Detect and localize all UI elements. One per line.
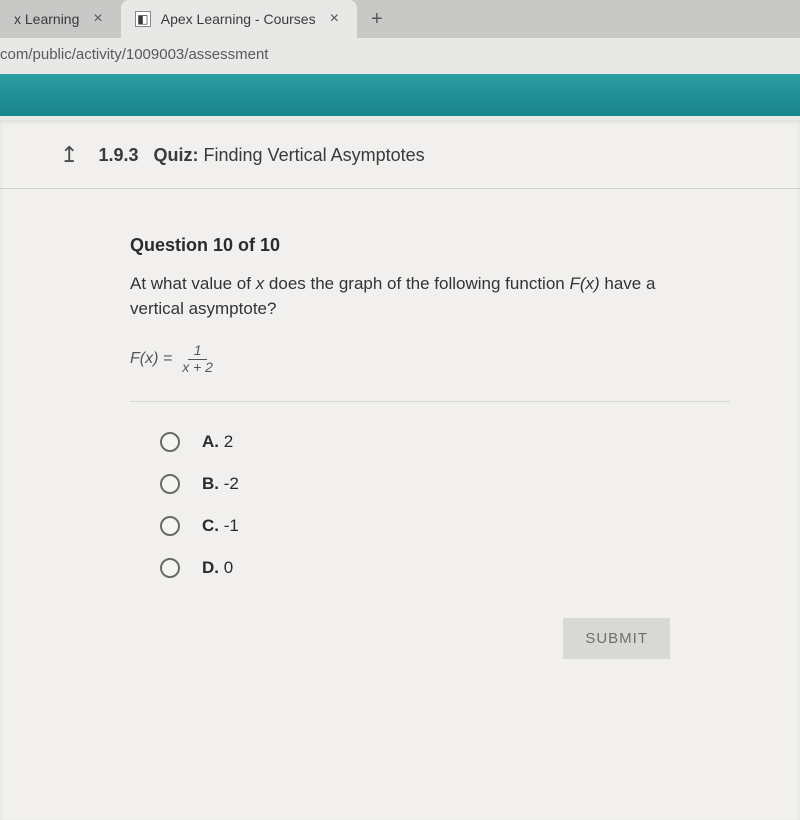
divider [130,401,730,402]
tab-label: x Learning [14,11,79,27]
fraction: 1 x + 2 [178,343,217,375]
section-number: 1.9.3 [98,145,138,165]
question-counter: Question 10 of 10 [130,235,730,256]
section-label: Quiz: [154,145,199,165]
fraction-numerator: 1 [188,343,208,359]
content-shell: ↥ 1.9.3 Quiz: Finding Vertical Asymptote… [0,116,800,820]
option-c[interactable]: C. -1 [160,516,730,536]
radio-icon[interactable] [160,432,180,452]
radio-icon[interactable] [160,558,180,578]
address-bar[interactable]: com/public/activity/1009003/assessment [0,38,800,74]
browser-chrome: x Learning × ◧ Apex Learning - Courses ×… [0,0,800,74]
question-area: Question 10 of 10 At what value of x doe… [0,189,800,659]
option-text: A. 2 [202,432,233,452]
tab-label: Apex Learning - Courses [161,11,316,27]
browser-tab-1[interactable]: x Learning × [0,0,121,38]
radio-icon[interactable] [160,474,180,494]
browser-tab-2[interactable]: ◧ Apex Learning - Courses × [121,0,357,38]
formula-lhs: F(x) = [130,350,172,368]
back-arrow-icon[interactable]: ↥ [60,142,78,168]
quiz-page: ↥ 1.9.3 Quiz: Finding Vertical Asymptote… [0,120,800,820]
option-text: C. -1 [202,516,239,536]
option-text: B. -2 [202,474,239,494]
quiz-title: 1.9.3 Quiz: Finding Vertical Asymptotes [98,145,424,166]
submit-button[interactable]: SUBMIT [563,618,670,659]
favicon-icon: ◧ [135,11,151,27]
section-title: Finding Vertical Asymptotes [204,145,425,165]
app-header-bar [0,74,800,116]
question-prompt: At what value of x does the graph of the… [130,272,700,321]
quiz-header: ↥ 1.9.3 Quiz: Finding Vertical Asymptote… [0,120,800,189]
submit-wrap: SUBMIT [130,600,730,659]
close-icon[interactable]: × [89,10,106,28]
function-formula: F(x) = 1 x + 2 [130,343,730,375]
new-tab-button[interactable]: + [357,8,397,31]
option-text: D. 0 [202,558,233,578]
close-icon[interactable]: × [326,10,343,28]
tab-bar: x Learning × ◧ Apex Learning - Courses ×… [0,0,800,38]
fraction-denominator: x + 2 [178,360,217,375]
option-b[interactable]: B. -2 [160,474,730,494]
radio-icon[interactable] [160,516,180,536]
option-d[interactable]: D. 0 [160,558,730,578]
url-text: com/public/activity/1009003/assessment [0,46,268,63]
options-list: A. 2 B. -2 C. -1 [130,432,730,578]
option-a[interactable]: A. 2 [160,432,730,452]
